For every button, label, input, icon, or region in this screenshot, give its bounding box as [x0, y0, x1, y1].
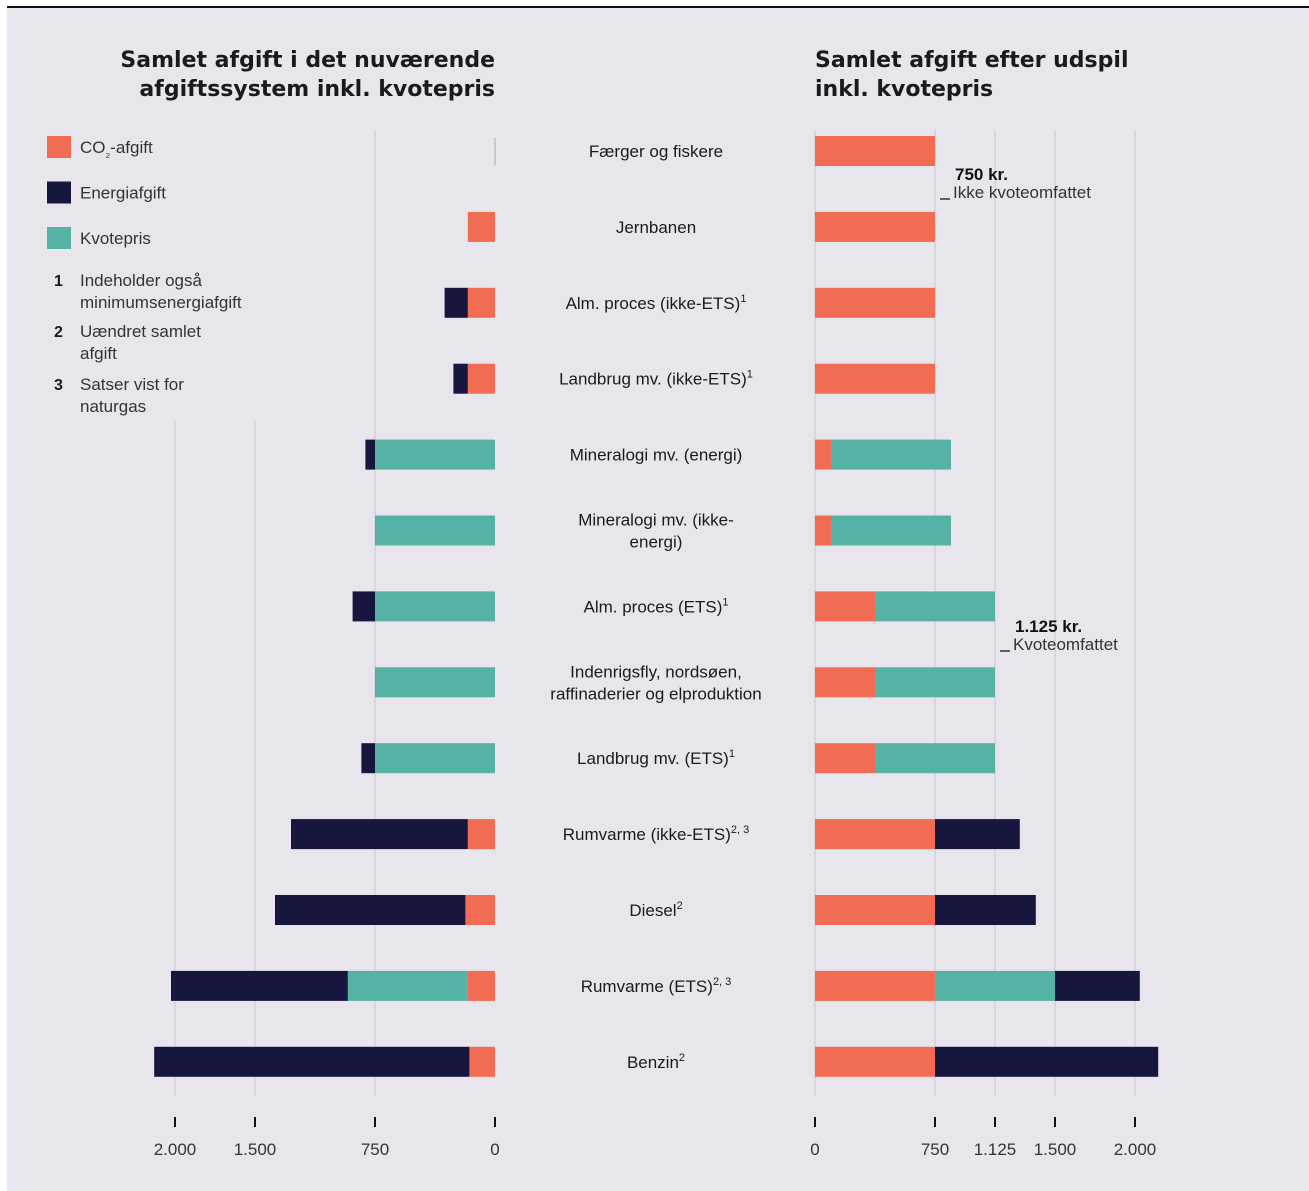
legend-swatch-2: [47, 227, 71, 249]
bar-left-3-0: [467, 363, 495, 394]
tick-label-left-1: 1.500: [234, 1140, 277, 1159]
bar-right-6-1: [875, 591, 995, 622]
legend-swatch-1: [47, 181, 71, 204]
left-bars: [154, 211, 495, 1077]
bar-left-5-1: [375, 515, 495, 546]
bar-left-11-0: [467, 970, 495, 1001]
note-number-0: 1: [54, 273, 63, 290]
bar-left-4-1: [375, 439, 495, 470]
category-label-2: Alm. proces (ikke-ETS)1: [566, 293, 747, 313]
bar-right-5-0: [815, 515, 831, 546]
category-label-3: Landbrug mv. (ikke-ETS)1: [559, 369, 753, 389]
annotation-value-1: 1.125 kr.: [1015, 617, 1082, 636]
bar-right-11-0: [815, 970, 935, 1001]
bar-left-8-2: [361, 743, 375, 774]
bar-left-10-2: [275, 895, 466, 925]
bar-left-8-1: [375, 743, 495, 774]
bar-right-10-2: [935, 895, 1036, 925]
bar-right-3-0: [815, 363, 935, 394]
legend: CO₂-afgift Energiafgift Kvotepris 1 Indehold…: [47, 136, 242, 416]
tick-label-right-3: 1.500: [1034, 1140, 1077, 1159]
annotations: 750 kr.Ikke kvoteomfattet 1.125 kr.Kvoteo…: [940, 165, 1118, 654]
tick-label-left-2: 750: [361, 1140, 389, 1159]
note-number-1: 2: [54, 324, 63, 341]
bar-left-9-2: [291, 819, 468, 850]
bar-right-9-0: [815, 819, 935, 850]
category-label-8: Landbrug mv. (ETS)1: [577, 748, 735, 768]
bar-right-7-1: [875, 667, 995, 698]
bar-right-0-0: [815, 136, 935, 166]
category-label-9: Rumvarme (ikke-ETS)2, 3: [563, 824, 749, 844]
axis-ticks: 2.000 1.500 750 0 0 750 1.125 1.500 2.000: [154, 1117, 1157, 1159]
bar-left-7-1: [375, 667, 495, 698]
right-bars: [815, 136, 1159, 1077]
tick-label-right-2: 1.125: [974, 1140, 1017, 1159]
bar-right-11-2: [1055, 970, 1140, 1001]
category-label-1: Jernbanen: [616, 218, 696, 237]
bar-left-2-0: [467, 287, 495, 318]
legend-swatch-0: [47, 136, 71, 158]
note-number-2: 3: [54, 377, 63, 394]
category-label-0: Færger og fiskere: [589, 142, 723, 161]
tick-label-left-3: 0: [490, 1140, 499, 1159]
category-label-12: Benzin2: [627, 1052, 685, 1072]
bar-left-10-0: [465, 895, 495, 925]
bar-left-11-2: [171, 970, 348, 1001]
annotation-label-1: Kvoteomfattet: [1013, 635, 1118, 654]
tick-label-right-1: 750: [921, 1140, 949, 1159]
right-title-line-2: inkl. kvotepris: [815, 77, 993, 102]
bar-left-12-2: [154, 1046, 470, 1077]
bar-right-12-0: [815, 1046, 935, 1077]
note-text-0: Indeholder også minimumsenergiafgift: [80, 271, 242, 312]
bar-left-3-2: [453, 363, 468, 394]
bar-right-8-0: [815, 743, 875, 774]
category-label-6: Alm. proces (ETS)1: [584, 596, 729, 616]
category-labels: Færger og fiskere Jernbanen Alm. proces (i…: [550, 142, 761, 1072]
category-label-5: Mineralogi mv. (ikke-energi): [578, 511, 734, 552]
tick-label-right-0: 0: [810, 1140, 819, 1159]
category-label-11: Rumvarme (ETS)2, 3: [581, 976, 732, 996]
bar-left-6-2: [352, 591, 375, 622]
legend-label-1: Energiafgift: [80, 184, 166, 203]
annotation-label-0: Ikke kvoteomfattet: [953, 183, 1091, 202]
annotation-value-0: 750 kr.: [955, 165, 1008, 184]
right-title-line-1: Samlet afgift efter udspil: [815, 48, 1128, 73]
bar-right-4-1: [831, 439, 951, 470]
bar-right-2-0: [815, 287, 935, 318]
bar-right-8-1: [875, 743, 995, 774]
bar-right-11-1: [935, 970, 1055, 1001]
bar-left-4-2: [365, 439, 375, 470]
tick-label-left-0: 2.000: [154, 1140, 197, 1159]
category-label-10: Diesel2: [629, 900, 682, 920]
bar-left-11-1: [347, 970, 468, 1001]
bar-left-6-1: [375, 591, 495, 622]
legend-label-2: Kvotepris: [80, 229, 151, 248]
bar-right-1-0: [815, 211, 935, 242]
category-label-4: Mineralogi mv. (energi): [570, 446, 743, 465]
legend-label-0: CO₂-afgift: [80, 138, 153, 160]
bar-right-4-0: [815, 439, 831, 470]
tick-label-right-4: 2.000: [1114, 1140, 1157, 1159]
bar-left-12-0: [469, 1046, 495, 1077]
left-title-line-1: Samlet afgift i det nuværende: [120, 48, 495, 73]
bar-right-12-2: [935, 1046, 1159, 1077]
bar-right-7-0: [815, 667, 875, 698]
note-text-1: Uændret samlet afgift: [80, 322, 201, 363]
bar-right-9-2: [935, 819, 1020, 850]
top-rule: [7, 6, 1309, 8]
bar-right-6-0: [815, 591, 875, 622]
bar-right-5-1: [831, 515, 951, 546]
bar-left-9-0: [467, 819, 495, 850]
bar-right-10-0: [815, 895, 935, 925]
category-label-7: Indenrigsfly, nordsøen, raffinaderier og …: [550, 662, 761, 703]
left-title-line-2: afgiftssystem inkl. kvotepris: [139, 77, 495, 102]
bar-left-1-0: [467, 211, 495, 242]
bar-left-2-2: [444, 287, 468, 318]
note-text-2: Satser vist for naturgas: [80, 375, 184, 416]
